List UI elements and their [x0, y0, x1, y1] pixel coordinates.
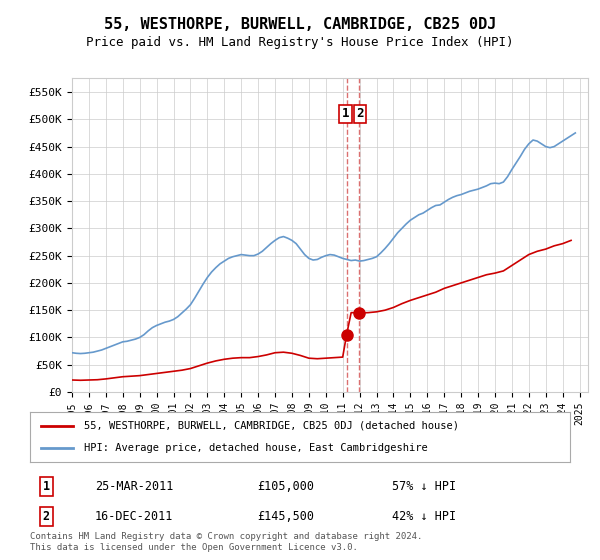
- Text: 2: 2: [43, 510, 50, 523]
- Text: 55, WESTHORPE, BURWELL, CAMBRIDGE, CB25 0DJ (detached house): 55, WESTHORPE, BURWELL, CAMBRIDGE, CB25 …: [84, 421, 459, 431]
- Text: 57% ↓ HPI: 57% ↓ HPI: [392, 480, 456, 493]
- Text: 1: 1: [43, 480, 50, 493]
- Text: 1: 1: [342, 108, 349, 120]
- Text: Contains HM Land Registry data © Crown copyright and database right 2024.
This d: Contains HM Land Registry data © Crown c…: [30, 532, 422, 552]
- Text: Price paid vs. HM Land Registry's House Price Index (HPI): Price paid vs. HM Land Registry's House …: [86, 36, 514, 49]
- Text: 25-MAR-2011: 25-MAR-2011: [95, 480, 173, 493]
- Text: 16-DEC-2011: 16-DEC-2011: [95, 510, 173, 523]
- Text: HPI: Average price, detached house, East Cambridgeshire: HPI: Average price, detached house, East…: [84, 443, 428, 453]
- Text: £105,000: £105,000: [257, 480, 314, 493]
- Text: 55, WESTHORPE, BURWELL, CAMBRIDGE, CB25 0DJ: 55, WESTHORPE, BURWELL, CAMBRIDGE, CB25 …: [104, 17, 496, 32]
- Text: 2: 2: [356, 108, 364, 120]
- Text: £145,500: £145,500: [257, 510, 314, 523]
- Text: 42% ↓ HPI: 42% ↓ HPI: [392, 510, 456, 523]
